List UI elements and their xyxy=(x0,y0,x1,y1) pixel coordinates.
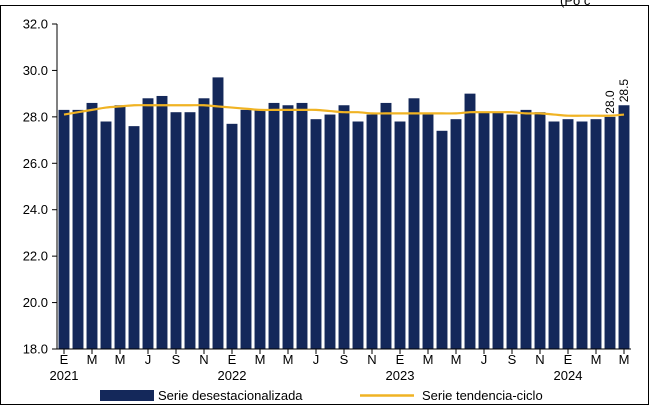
bar xyxy=(548,121,560,349)
corner-text: (Po c xyxy=(560,0,591,8)
bar xyxy=(352,121,364,349)
legend-label-line: Serie tendencia-ciclo xyxy=(422,388,543,403)
x-tick-label: M xyxy=(87,352,98,367)
x-tick-label: E xyxy=(564,352,573,367)
y-axis-labels: 18.0 20.0 22.0 24.0 26.0 28.0 30.0 32.0 xyxy=(23,17,48,357)
bar xyxy=(58,109,70,349)
bar xyxy=(506,114,518,349)
x-tick-label: E xyxy=(228,352,237,367)
x-tick-label: M xyxy=(591,352,602,367)
x-tick-label: M xyxy=(115,352,126,367)
data-label: 28.5 xyxy=(617,79,631,103)
x-tick-label: S xyxy=(508,352,517,367)
bar xyxy=(478,112,490,350)
bar xyxy=(450,119,462,350)
x-tick-label: M xyxy=(423,352,434,367)
bar xyxy=(422,114,434,349)
x-axis-labels: E M M J S N E M M J S N E M M J S N E M M 2021 2022 2023 2024 xyxy=(50,352,630,383)
x-tick-label: J xyxy=(481,352,488,367)
legend: Serie desestacionalizada Serie tendencia… xyxy=(100,388,543,403)
y-tick-label: 24.0 xyxy=(23,202,48,217)
y-tick-label: 30.0 xyxy=(23,63,48,78)
x-tick-label: S xyxy=(340,352,349,367)
bar xyxy=(604,116,616,349)
bar xyxy=(240,109,252,349)
bar xyxy=(338,105,350,349)
x-tick-label: M xyxy=(619,352,630,367)
trend-line xyxy=(63,104,625,117)
y-tick-label: 20.0 xyxy=(23,295,48,310)
bar xyxy=(254,109,266,349)
bar xyxy=(366,114,378,349)
y-tick-label: 18.0 xyxy=(23,342,48,357)
bar xyxy=(184,112,196,350)
bar xyxy=(100,121,112,349)
x-tick-label: J xyxy=(145,352,152,367)
x-tick-label: N xyxy=(535,352,544,367)
data-labels: 28.0 28.5 xyxy=(603,79,631,114)
x-tick-label: J xyxy=(313,352,320,367)
bar xyxy=(436,130,448,349)
bar xyxy=(310,119,322,350)
year-label: 2024 xyxy=(554,368,583,383)
x-tick-label: E xyxy=(396,352,405,367)
y-tick-label: 28.0 xyxy=(23,109,48,124)
bar xyxy=(268,102,280,350)
bar xyxy=(464,93,476,349)
legend-label-bar: Serie desestacionalizada xyxy=(158,388,303,403)
y-tick-label: 32.0 xyxy=(23,17,48,32)
x-tick-label: M xyxy=(451,352,462,367)
plot-frame xyxy=(0,5,649,405)
bar xyxy=(562,119,574,350)
x-tick-label: E xyxy=(60,352,69,367)
bar xyxy=(394,121,406,349)
bar xyxy=(226,123,238,349)
bar xyxy=(72,109,84,349)
bar xyxy=(296,102,308,350)
x-tick-label: M xyxy=(255,352,266,367)
bar xyxy=(198,98,210,349)
bar xyxy=(590,119,602,350)
bar xyxy=(156,95,168,350)
bar xyxy=(618,105,630,349)
x-tick-label: N xyxy=(367,352,376,367)
axes xyxy=(52,23,631,354)
year-label: 2023 xyxy=(386,368,415,383)
bar xyxy=(170,112,182,350)
bar xyxy=(324,114,336,349)
bar xyxy=(114,105,126,349)
y-tick-label: 26.0 xyxy=(23,156,48,171)
bar xyxy=(520,109,532,349)
bar xyxy=(142,98,154,349)
bar xyxy=(86,102,98,350)
year-label: 2022 xyxy=(218,368,247,383)
x-tick-label: N xyxy=(199,352,208,367)
bar xyxy=(380,102,392,350)
year-label: 2021 xyxy=(50,368,79,383)
legend-swatch-bar xyxy=(100,390,154,401)
y-tick-label: 22.0 xyxy=(23,249,48,264)
data-label: 28.0 xyxy=(603,90,617,114)
bar xyxy=(534,112,546,350)
bar xyxy=(408,98,420,349)
bar xyxy=(212,77,224,349)
bar xyxy=(492,112,504,350)
bar-series xyxy=(58,77,630,350)
bar xyxy=(282,105,294,349)
bar xyxy=(128,126,140,349)
x-tick-label: M xyxy=(283,352,294,367)
bar xyxy=(576,121,588,349)
x-tick-label: S xyxy=(172,352,181,367)
